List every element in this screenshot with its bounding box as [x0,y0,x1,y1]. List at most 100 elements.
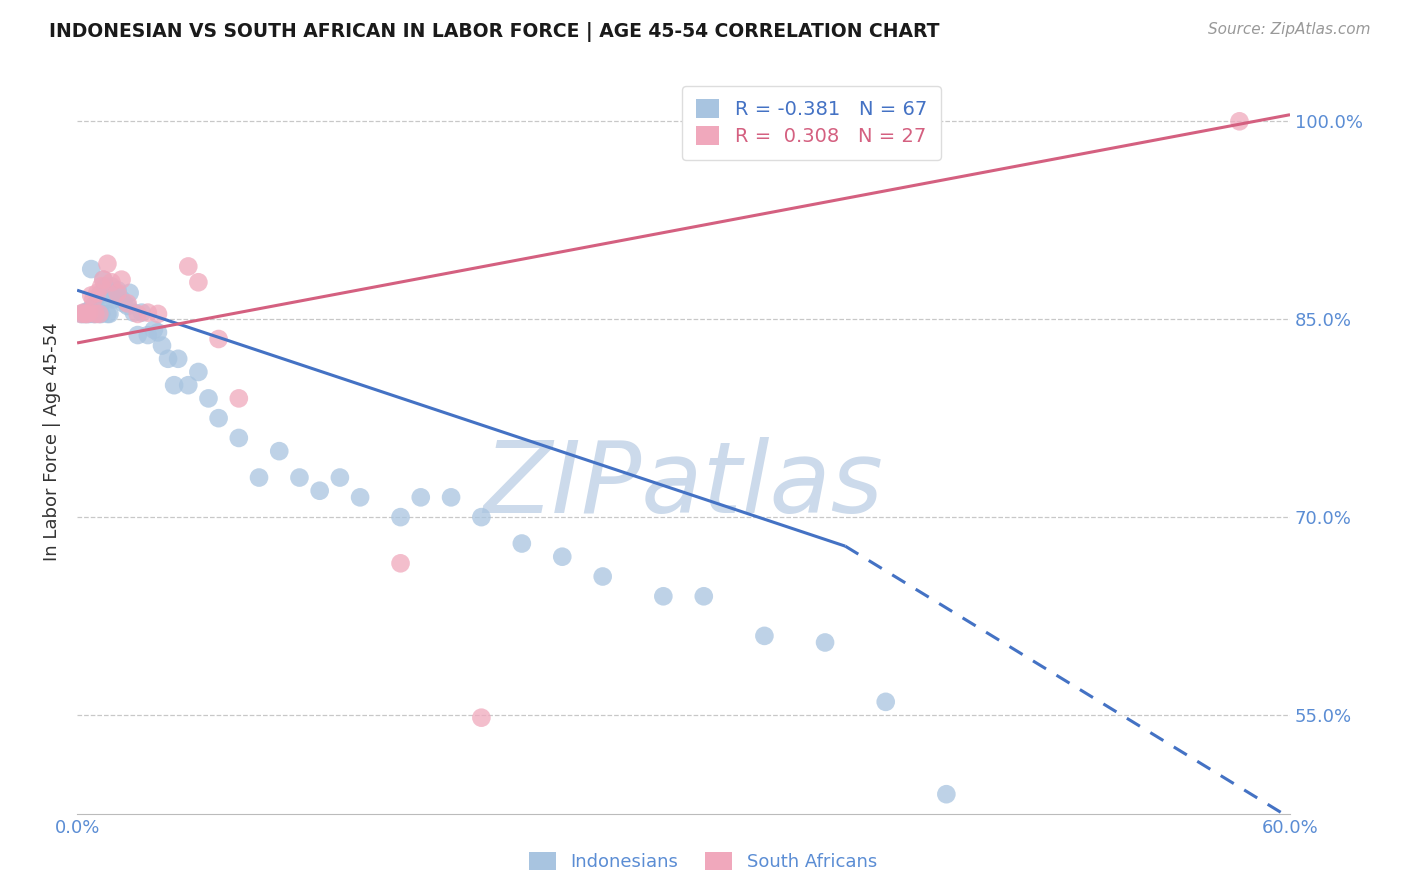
Point [89,307,111,321]
Point [84,307,107,321]
Point [389,557,412,571]
Point [693,589,716,603]
Point [90,279,112,293]
Point [80,301,103,316]
Point [409,491,432,505]
Point [107,285,129,300]
Point [167,351,190,366]
Point [754,629,776,643]
Point [228,392,250,406]
Point [75,305,97,319]
Point [117,299,139,313]
Point [288,470,311,484]
Point [592,569,614,583]
Point [150,338,173,352]
Point [93,272,115,286]
Point [103,293,125,307]
Point [100,279,122,293]
Point [131,305,153,319]
Point [163,378,186,392]
Point [82,293,104,307]
Point [77,307,100,321]
Point [440,491,463,505]
Point [70,307,93,321]
Point [86,305,108,319]
Point [82,299,104,313]
Point [118,285,141,300]
Point [470,510,492,524]
Legend: Indonesians, South Africans: Indonesians, South Africans [522,846,884,879]
Point [117,296,139,310]
Point [187,365,209,379]
Point [72,307,94,321]
Point [107,283,129,297]
Point [76,307,98,321]
Point [104,285,127,300]
Point [89,288,111,302]
Point [110,293,132,307]
Point [875,695,897,709]
Point [207,332,229,346]
Point [94,279,117,293]
Point [136,305,159,319]
Point [72,305,94,319]
Point [93,272,115,286]
Point [75,307,97,321]
Point [75,307,97,321]
Text: ZIPatlas: ZIPatlas [484,437,883,534]
Point [96,307,118,321]
Point [157,351,180,366]
Point [228,431,250,445]
Point [84,307,107,321]
Point [70,307,93,321]
Point [122,305,145,319]
Point [76,307,98,321]
Point [82,307,104,321]
Point [269,444,291,458]
Point [187,275,209,289]
Point [96,257,118,271]
Point [389,510,412,524]
Point [90,307,112,321]
Point [177,260,200,274]
Point [84,305,107,319]
Point [80,262,103,277]
Point [1229,114,1251,128]
Point [470,711,492,725]
Point [76,304,98,318]
Legend: R = -0.381   N = 67, R =  0.308   N = 27: R = -0.381 N = 67, R = 0.308 N = 27 [682,86,941,160]
Text: Source: ZipAtlas.com: Source: ZipAtlas.com [1208,22,1371,37]
Point [146,326,169,340]
Point [110,272,132,286]
Y-axis label: In Labor Force | Age 45-54: In Labor Force | Age 45-54 [44,322,60,560]
Point [146,307,169,321]
Point [90,285,112,300]
Point [247,470,270,484]
Point [86,301,108,316]
Point [814,635,837,649]
Text: INDONESIAN VS SOUTH AFRICAN IN LABOR FORCE | AGE 45-54 CORRELATION CHART: INDONESIAN VS SOUTH AFRICAN IN LABOR FOR… [49,22,939,42]
Point [935,787,957,801]
Point [142,323,165,337]
Point [112,296,135,310]
Point [551,549,574,564]
Point [86,285,108,300]
Point [98,307,121,321]
Point [652,589,675,603]
Point [329,470,352,484]
Point [207,411,229,425]
Point [127,307,149,321]
Point [96,293,118,307]
Point [136,328,159,343]
Point [510,536,533,550]
Point [100,275,122,289]
Point [77,305,100,319]
Point [177,378,200,392]
Point [349,491,371,505]
Point [308,483,330,498]
Point [127,328,149,343]
Point [197,392,219,406]
Point [89,307,111,321]
Point [77,305,100,319]
Point [80,288,103,302]
